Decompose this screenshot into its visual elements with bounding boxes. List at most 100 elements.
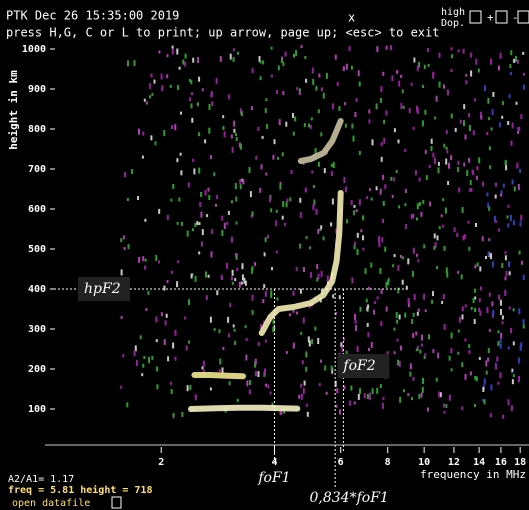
noise-dot [419,178,421,182]
noise-dot [222,115,224,118]
noise-dot [279,184,281,190]
noise-dot [373,310,375,315]
noise-dot [246,380,248,386]
noise-dot [136,360,138,366]
noise-dot [177,85,179,90]
noise-dot [304,381,306,386]
noise-dot [208,188,210,192]
noise-dot [226,263,228,269]
y-tick-label: 200 [28,364,46,375]
noise-dot [489,293,491,297]
noise-dot [252,266,254,270]
noise-dot [421,335,423,341]
noise-dot [454,227,456,232]
x-tick-label: 2 [158,457,164,468]
noise-dot [336,388,338,393]
noise-dot [184,317,186,320]
noise-dot [221,230,223,236]
x-tick-label: 10 [418,457,430,468]
noise-dot [203,361,205,367]
noise-dot [505,160,507,165]
x-tick-label: 14 [473,457,485,468]
noise-dot [326,392,328,395]
noise-dot [437,353,439,359]
noise-dot [262,299,264,303]
noise-dot [208,128,210,134]
noise-dot [487,203,489,208]
noise-dot [448,163,450,169]
noise-dot [359,82,361,87]
noise-dot [270,293,272,298]
noise-dot [399,397,401,403]
noise-dot [235,253,237,257]
x-tick-label: 12 [448,457,460,468]
noise-dot [500,372,502,378]
noise-dot [184,62,186,67]
noise-dot [209,104,211,110]
noise-dot [505,251,507,254]
noise-dot [163,286,165,291]
noise-dot [191,103,193,108]
noise-dot [167,356,169,361]
noise-dot [211,229,213,234]
noise-dot [449,395,451,401]
noise-dot [394,328,396,331]
noise-dot [488,117,490,120]
noise-dot [233,324,235,327]
noise-dot [237,399,239,402]
doppler-label: Dop. [441,18,465,29]
noise-dot [193,168,195,174]
noise-dot [423,294,425,300]
noise-dot [478,69,480,73]
noise-dot [319,383,321,386]
noise-dot [166,314,168,318]
noise-dot [511,369,513,372]
noise-dot [417,65,419,71]
noise-dot [380,321,382,326]
noise-dot [459,317,461,323]
noise-dot [330,222,332,226]
noise-dot [404,203,406,206]
noise-dot [167,215,169,220]
open-datafile[interactable]: open datafile [12,498,90,509]
noise-dot [304,123,306,127]
noise-dot [501,116,503,119]
y-tick-label: 500 [28,244,46,255]
noise-dot [479,357,481,360]
noise-dot [293,310,295,313]
noise-dot [223,126,225,130]
noise-dot [278,65,280,70]
noise-dot [463,163,465,167]
y-tick-label: 1000 [22,44,46,55]
noise-dot [522,52,524,55]
noise-dot [476,376,478,381]
noise-dot [366,196,368,199]
noise-dot [151,93,153,96]
noise-dot [398,205,400,208]
noise-dot [386,46,388,50]
close-button[interactable]: x [348,11,355,25]
noise-dot [446,150,448,153]
noise-dot [399,315,401,320]
noise-dot [415,332,417,336]
plus-label: + [487,11,494,24]
noise-dot [404,313,406,318]
noise-dot [267,384,269,388]
y-tick-label: 400 [28,284,46,295]
noise-dot [400,255,402,258]
noise-dot [432,349,434,353]
noise-dot [228,333,230,337]
noise-dot [394,351,396,354]
noise-dot [380,98,382,103]
noise-dot [249,167,251,173]
noise-dot [318,74,320,78]
noise-dot [143,356,145,359]
noise-dot [148,357,150,363]
noise-dot [392,195,394,198]
noise-dot [236,137,238,141]
noise-dot [228,211,230,215]
noise-dot [161,312,163,316]
y-tick-label: 700 [28,164,46,175]
noise-dot [404,149,406,152]
noise-dot [199,222,201,225]
